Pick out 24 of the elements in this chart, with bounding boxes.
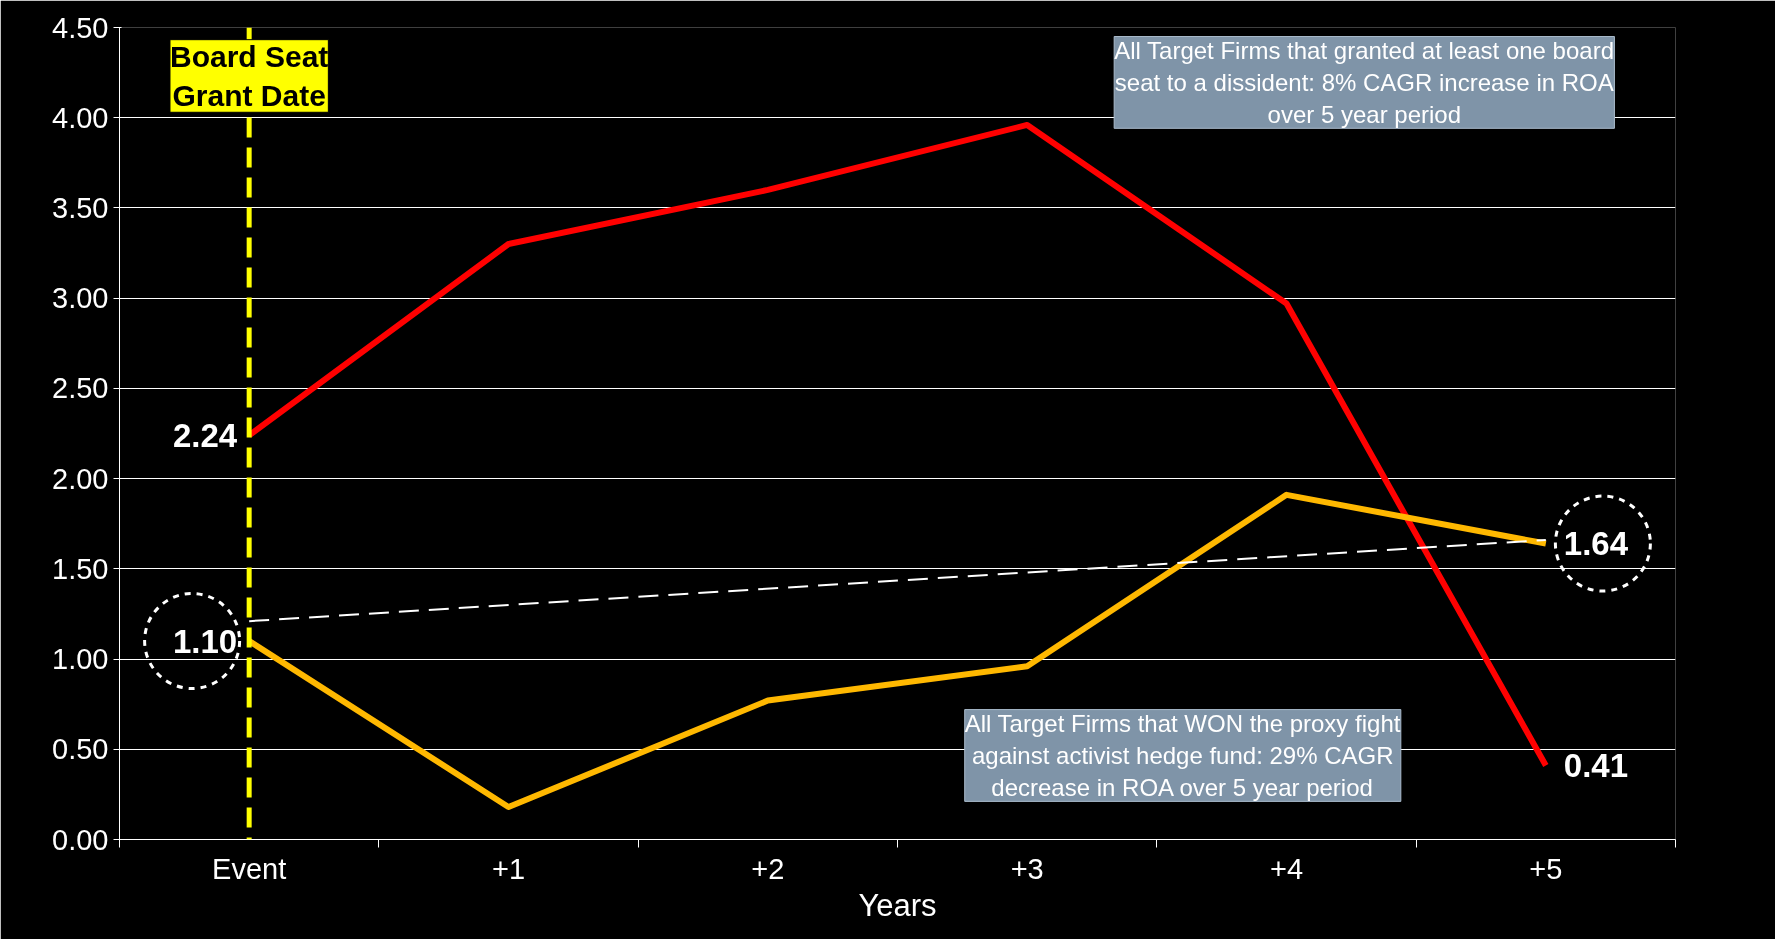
x-tick-label: Event [212,852,287,885]
x-tick-label: +1 [491,852,526,885]
y-tick-label: 1.50 [52,552,109,585]
y-tick-label: 2.50 [52,372,109,405]
y-tick-label: 4.50 [52,11,109,44]
ref-line-label: Board Seat Grant Date [169,39,329,113]
x-tick-label: +2 [751,852,785,885]
data-label: 2.24 [172,416,238,454]
data-label: 1.10 [172,622,238,660]
y-tick-label: 3.50 [52,191,109,224]
y-tick-label: 3.00 [52,282,109,315]
x-tick-label: +3 [1010,852,1044,885]
y-tick-label: 0.00 [52,823,109,856]
y-tick-label: 2.00 [52,462,109,495]
data-label: 0.41 [1563,747,1629,785]
x-tick-label: +4 [1269,852,1304,885]
annotation: All Target Firms that WON the proxy fight against activist hedge fund: 29% CAGR decrease in ROA over 5 year period [964,709,1401,802]
x-tick-label: +5 [1529,852,1563,885]
data-label: 1.64 [1563,525,1629,563]
y-tick-label: 4.00 [52,101,109,134]
annotation: All Target Firms that granted at least one board seat to a dissident: 8% CAGR increase in ROA over 5 year period [1114,36,1614,129]
y-tick-label: 1.00 [52,643,109,676]
y-tick-label: 0.50 [52,733,109,766]
x-axis-title: Years [858,887,937,923]
